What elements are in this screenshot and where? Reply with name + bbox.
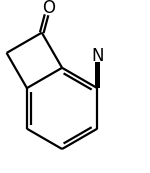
Text: O: O bbox=[42, 0, 55, 17]
Text: N: N bbox=[91, 47, 103, 65]
